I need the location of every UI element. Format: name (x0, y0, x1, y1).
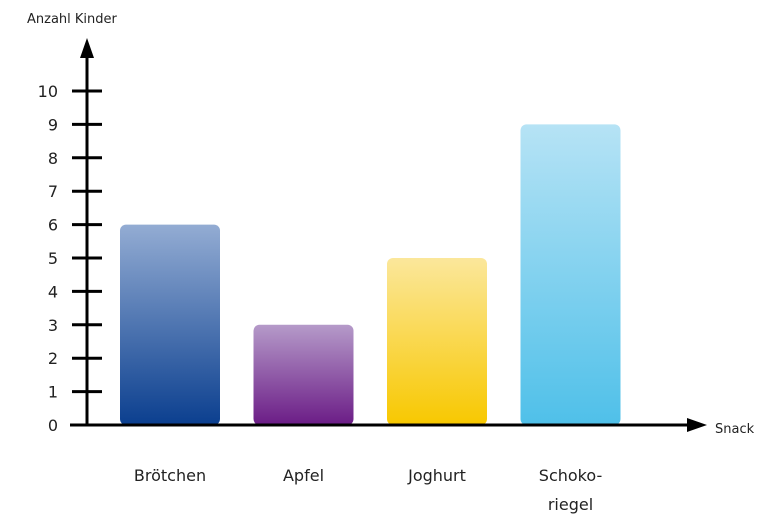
y-tick-label: 3 (48, 316, 58, 335)
y-tick-label: 5 (48, 249, 58, 268)
x-category-label: Brötchen (134, 466, 206, 485)
x-category-label: Joghurt (407, 466, 466, 485)
y-tick-label: 2 (48, 349, 58, 368)
x-axis-arrow (687, 418, 707, 432)
x-category-label: Apfel (283, 466, 324, 485)
bar (387, 258, 487, 425)
y-tick-label: 7 (48, 182, 58, 201)
y-tick-label: 0 (48, 416, 58, 435)
y-axis-arrow (80, 38, 94, 58)
bar (520, 124, 621, 426)
x-category-label: Schoko-riegel (539, 466, 602, 514)
y-tick-label: 10 (38, 82, 58, 101)
bar (253, 324, 354, 425)
y-axis-title: Anzahl Kinder (27, 12, 118, 27)
x-axis-title: Snack (715, 422, 755, 437)
y-tick-label: 4 (48, 282, 58, 301)
bar (120, 224, 220, 425)
y-tick-label: 6 (48, 216, 58, 235)
y-tick-label: 1 (48, 383, 58, 402)
y-tick-label: 8 (48, 149, 58, 168)
y-tick-label: 9 (48, 115, 58, 134)
